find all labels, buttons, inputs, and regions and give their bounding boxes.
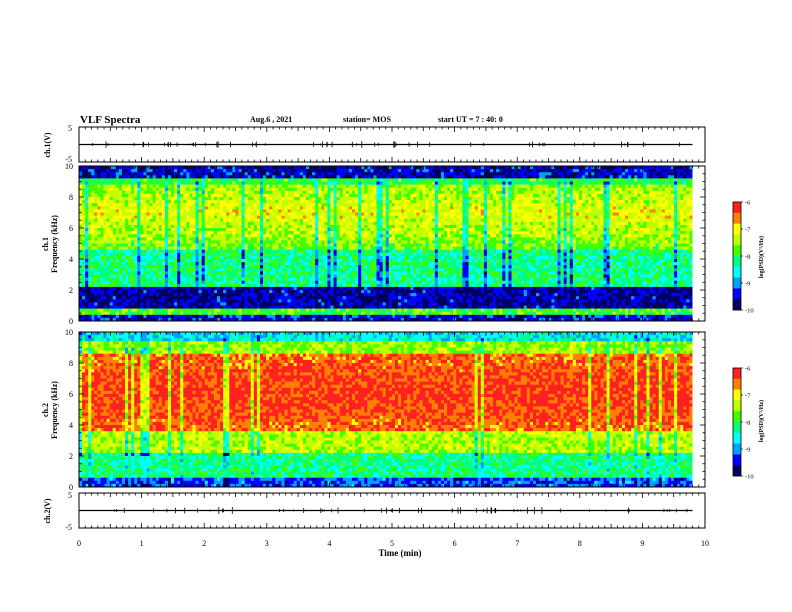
- waveform-2-ticks: [78, 493, 706, 528]
- x-tick-label: 8: [578, 539, 582, 548]
- colorbar-2-gradient: [732, 367, 743, 477]
- spectrogram-2-ylabel: Frequency (kHz): [50, 381, 59, 439]
- colorbar-tick-label: -9: [745, 447, 750, 454]
- y-tick-label: 4: [69, 255, 73, 264]
- y-tick-label: 10: [65, 328, 73, 337]
- colorbar-tick-label: -10: [745, 474, 754, 481]
- x-tick-label: 2: [202, 539, 206, 548]
- x-tick-label: 6: [453, 539, 457, 548]
- x-tick-label: 4: [327, 539, 331, 548]
- figure-title: VLF Spectra: [80, 114, 141, 126]
- x-tick-label: 9: [640, 539, 644, 548]
- colorbar-2-label: log(PSD)(V²/Hz): [758, 400, 765, 442]
- date-label: Aug.6 , 2021: [250, 115, 292, 124]
- spectrogram-1-ytick-labels: 0 2 4 6 8 10: [65, 162, 73, 326]
- colorbar-2: -6 -7 -8 -9 -10 log(PSD)(V²/Hz): [732, 366, 765, 481]
- waveform-1-trace: [79, 141, 693, 148]
- spectrogram-1-ylabel: Frequency (kHz): [50, 215, 59, 273]
- waveform-2-ytick-top: 5: [68, 491, 72, 500]
- spectrogram-2-ticks: [78, 331, 706, 488]
- colorbar-tick-label: -9: [745, 281, 750, 288]
- colorbar-1: -6 -7 -8 -9 -10 log(PSD)(V²/Hz): [732, 200, 765, 315]
- spectrogram-panel-2: 0 2 4 6 8 10 ch.2 Frequency (kHz): [41, 328, 706, 492]
- x-tick-label: 3: [265, 539, 269, 548]
- colorbar-1-gradient: [732, 201, 743, 311]
- waveform-1-ticks: [78, 127, 706, 162]
- x-tick-label: 1: [140, 539, 144, 548]
- y-tick-label: 0: [69, 483, 73, 492]
- x-axis-label: Time (min): [378, 548, 421, 558]
- y-tick-label: 8: [69, 193, 73, 202]
- spectrogram-2-image: [79, 332, 705, 488]
- colorbar-tick-label: -7: [745, 393, 751, 400]
- spectrogram-panel-1: 0 2 4 6 8 10 ch.1 Frequency (kHz): [41, 162, 706, 326]
- colorbar-tick-label: -6: [745, 366, 751, 373]
- x-tick-label: 10: [701, 539, 709, 548]
- colorbar-1-label: log(PSD)(V²/Hz): [758, 236, 765, 278]
- colorbar-1-tick-labels: -6 -7 -8 -9 -10: [745, 200, 754, 315]
- waveform-1-ytick-top: 5: [68, 124, 72, 133]
- y-tick-label: 6: [69, 224, 73, 233]
- waveform-1-ylabel: ch.1(V): [43, 132, 52, 157]
- y-tick-label: 2: [69, 452, 73, 461]
- start-time-label: start UT = 7 : 40: 0: [438, 115, 503, 124]
- y-tick-label: 6: [69, 390, 73, 399]
- colorbar-2-tick-labels: -6 -7 -8 -9 -10: [745, 366, 754, 481]
- x-axis-tick-labels: 0 1 2 3 4 5 6 7 8 9 10: [77, 539, 709, 548]
- spectrogram-2-channel-label: ch.2: [41, 403, 50, 417]
- colorbar-tick-label: -10: [745, 308, 754, 315]
- colorbar-tick-label: -7: [745, 227, 751, 234]
- waveform-2-ytick-bottom: -5: [65, 523, 72, 532]
- y-tick-label: 0: [69, 317, 73, 326]
- waveform-2-trace: [79, 507, 693, 514]
- y-tick-label: 4: [69, 421, 73, 430]
- x-tick-label: 0: [77, 539, 81, 548]
- y-tick-label: 10: [65, 162, 73, 171]
- x-tick-label: 5: [390, 539, 394, 548]
- spectrogram-2-ytick-labels: 0 2 4 6 8 10: [65, 328, 73, 492]
- spectrogram-1-channel-label: ch.1: [41, 237, 50, 251]
- waveform-panel-2: 5 -5 ch.2(V) 0 1 2 3 4 5 6 7 8 9 10 Time (min): [43, 491, 709, 558]
- spectrogram-1-image: [79, 166, 705, 322]
- y-tick-label: 2: [69, 286, 73, 295]
- station-label: station= MOS: [343, 115, 391, 124]
- colorbar-tick-label: -8: [745, 420, 750, 427]
- no-data-region: [692, 166, 705, 321]
- colorbar-tick-label: -8: [745, 254, 750, 261]
- waveform-panel-1: 5 -5 ch.1(V): [43, 124, 706, 164]
- colorbar-tick-label: -6: [745, 200, 751, 207]
- no-data-region: [692, 332, 705, 487]
- spectrogram-1-ticks: [78, 165, 706, 322]
- x-tick-label: 7: [515, 539, 519, 548]
- waveform-2-ylabel: ch.2(V): [43, 498, 52, 523]
- waveform-1-ytick-bottom: -5: [65, 155, 72, 164]
- y-tick-label: 8: [69, 359, 73, 368]
